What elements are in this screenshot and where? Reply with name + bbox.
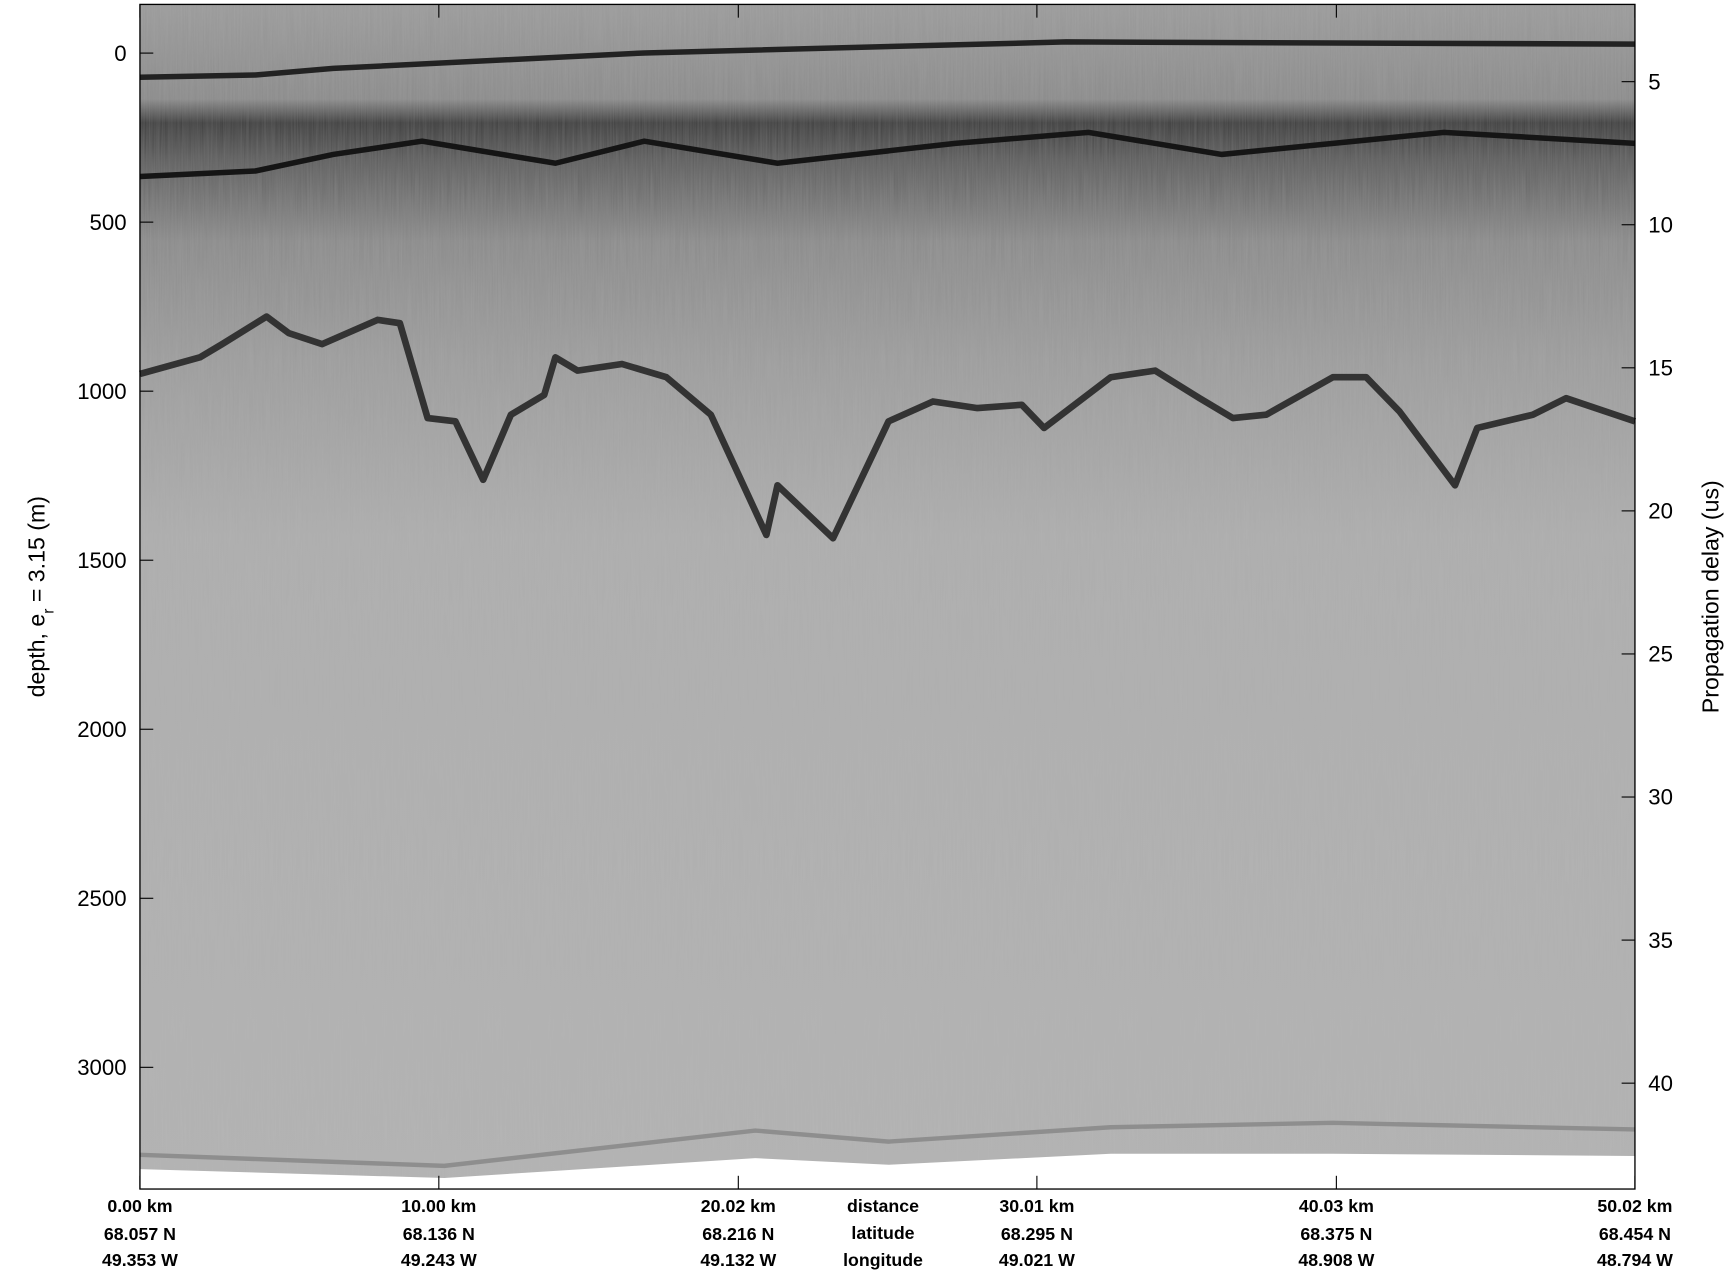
- x-tick-label: 40.03 km: [1299, 1196, 1374, 1216]
- latitude-label: 68.136 N: [403, 1224, 475, 1244]
- y-label-main: depth, e: [23, 614, 49, 698]
- latitude-label: 68.216 N: [702, 1224, 774, 1244]
- y2-tick-label: 40: [1648, 1071, 1673, 1096]
- latitude-label: 68.454 N: [1599, 1224, 1671, 1244]
- x-tick-label: 10.00 km: [401, 1196, 476, 1216]
- no-data: [139, 1153, 1635, 1190]
- y-tick-label: 0: [114, 41, 126, 66]
- longitude-label: 48.794 W: [1597, 1250, 1673, 1270]
- x-tick-label: 30.01 km: [999, 1196, 1074, 1216]
- multiple-reflection: [139, 1120, 1635, 1169]
- y2-tick-label: 5: [1648, 69, 1660, 94]
- y2-axis-label: Propagation delay (us): [1697, 480, 1723, 713]
- y2-tick-label: 15: [1648, 356, 1673, 381]
- plot-frame: [139, 3, 1636, 1190]
- x-tick-label: 20.02 km: [701, 1196, 776, 1216]
- y-tick-label: 1000: [77, 379, 126, 404]
- y2-tick-label: 30: [1648, 785, 1673, 810]
- y2-tick-label: 35: [1648, 928, 1673, 953]
- y-axis-label: depth, er = 3.15 (m): [23, 496, 57, 697]
- longitude-label: 49.021 W: [999, 1250, 1075, 1270]
- latitude-label: 68.057 N: [104, 1224, 176, 1244]
- longitude-label: 49.243 W: [401, 1250, 477, 1270]
- latitude-label: 68.375 N: [1300, 1224, 1372, 1244]
- plot: depth, er = 3.15 (m) Propagation delay (…: [23, 3, 1723, 1270]
- longitude-label: 48.908 W: [1298, 1250, 1374, 1270]
- y-tick-label: 3000: [77, 1055, 126, 1080]
- firn-layer: [139, 129, 1636, 180]
- row-label: latitude: [851, 1223, 914, 1243]
- y2-tick-label: 20: [1648, 499, 1673, 524]
- y2-tick-label: 10: [1648, 213, 1673, 238]
- echogram-texture: [139, 4, 1635, 1190]
- y-tick-label: 2500: [77, 886, 126, 911]
- longitude-label: 49.132 W: [700, 1250, 776, 1270]
- surface-layer: [139, 39, 1635, 80]
- y2-tick-label: 25: [1648, 642, 1673, 667]
- bed-reflection: [139, 313, 1637, 542]
- row-label: distance: [847, 1196, 919, 1216]
- y-tick-label: 2000: [77, 717, 126, 742]
- x-tick-label: 50.02 km: [1597, 1196, 1672, 1216]
- latitude-label: 68.295 N: [1001, 1224, 1073, 1244]
- longitude-label: 49.353 W: [102, 1250, 178, 1270]
- x-tick-label: 0.00 km: [107, 1196, 172, 1216]
- row-label: longitude: [843, 1250, 923, 1270]
- y-label-subscript: r: [40, 609, 57, 614]
- y-tick-label: 1500: [77, 548, 126, 573]
- y-label-rest: = 3.15 (m): [23, 496, 49, 609]
- y-tick-label: 500: [90, 210, 127, 235]
